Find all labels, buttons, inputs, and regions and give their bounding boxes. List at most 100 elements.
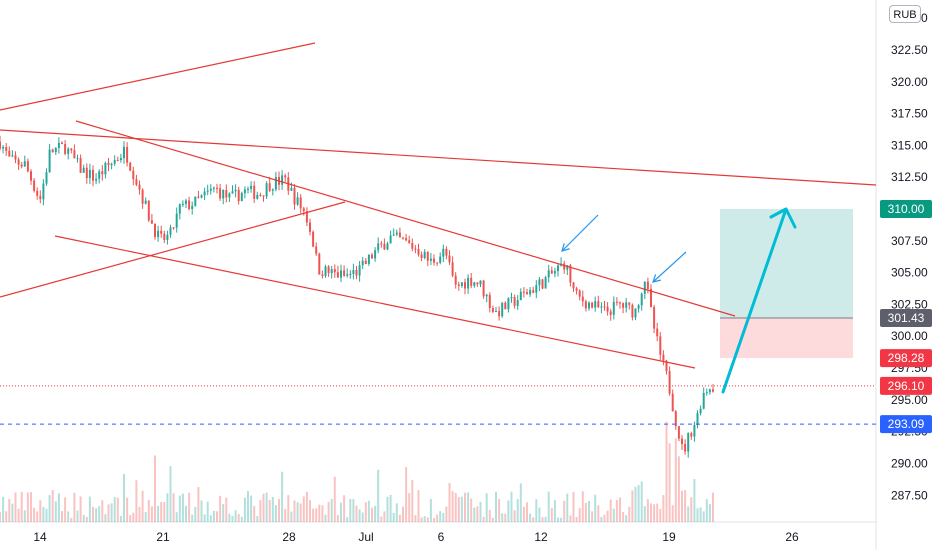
candle-body — [268, 183, 271, 191]
candle-body — [566, 265, 569, 270]
candle-body — [57, 142, 60, 148]
falling-channel-bottom — [54, 235, 696, 369]
candle-body — [343, 270, 346, 276]
volume-bar — [389, 494, 392, 522]
candle-body — [163, 233, 166, 240]
candle-body — [216, 187, 218, 189]
position-box — [720, 209, 853, 359]
volume-bar — [408, 493, 411, 522]
candle-body — [206, 190, 209, 192]
volume-bar — [395, 503, 398, 522]
candle-body — [433, 258, 435, 263]
volume-bar — [2, 496, 5, 522]
volume-bar — [622, 511, 625, 522]
volume-bar — [544, 516, 547, 522]
currency-label[interactable]: RUB — [889, 5, 921, 23]
volume-bar — [358, 509, 361, 522]
candle-body — [23, 161, 26, 167]
candle-body — [231, 191, 234, 194]
candle-body — [541, 279, 544, 289]
volume-bar — [619, 497, 621, 522]
candle-body — [150, 220, 153, 224]
volume-bar — [228, 513, 231, 522]
candle-body — [640, 293, 643, 306]
volume-bar — [309, 500, 311, 522]
volume-bar — [535, 499, 538, 522]
volume-bar — [656, 503, 659, 522]
candle-body — [516, 300, 519, 306]
candle-body — [64, 144, 67, 154]
candle-body — [253, 185, 256, 199]
candle-body — [671, 393, 674, 412]
trendlines — [0, 42, 877, 425]
volume-bar — [302, 496, 305, 522]
volume-bar — [643, 506, 646, 522]
volume-bar — [547, 491, 550, 522]
volume-bar — [343, 495, 346, 522]
candle-body — [76, 158, 79, 160]
candle-body — [513, 297, 516, 306]
volume-bar — [454, 492, 457, 522]
volume-bar — [473, 507, 476, 522]
candle-body — [178, 204, 181, 214]
candle-body — [45, 172, 48, 184]
y-tick-label: 312.50 — [891, 170, 928, 184]
candle-body — [358, 265, 361, 276]
candle-body — [212, 187, 215, 189]
candle-body — [544, 277, 547, 289]
candle-body — [188, 200, 191, 210]
candle-body — [30, 171, 32, 181]
volume-bar — [634, 487, 637, 522]
candle-body — [488, 294, 491, 308]
candle-body — [222, 189, 225, 199]
candle-body — [395, 232, 398, 235]
candle-body — [557, 265, 559, 272]
x-tick-label: 19 — [662, 530, 676, 544]
candle-body — [26, 161, 29, 172]
volume-bar — [104, 514, 107, 522]
candle-body — [383, 243, 386, 250]
candle-body — [705, 392, 708, 394]
price-badge — [880, 376, 932, 395]
y-tick-label: 320.00 — [891, 75, 928, 89]
candle-body — [510, 297, 513, 299]
candle-body — [615, 301, 618, 303]
y-tick-label: 305.00 — [891, 266, 928, 280]
volume-bar — [20, 491, 23, 522]
volume-bar — [219, 495, 222, 522]
price-badge — [880, 415, 932, 434]
candle-body — [681, 438, 683, 444]
candle-body — [79, 158, 82, 173]
candle-body — [324, 266, 327, 276]
volume-bar — [687, 506, 690, 522]
price-badge-label: 298.28 — [888, 351, 925, 365]
volume-bar — [119, 515, 122, 522]
volume-bar — [414, 515, 417, 522]
candle-body — [333, 269, 336, 273]
volume-bar — [445, 506, 448, 522]
candle-body — [563, 263, 566, 270]
y-tick-label: 300.00 — [891, 329, 928, 343]
candle-body — [315, 246, 318, 254]
candle-body — [8, 150, 11, 157]
volume-bar — [85, 516, 88, 522]
candle-body — [646, 281, 649, 289]
volume-bar — [293, 500, 296, 522]
volume-bar — [609, 499, 612, 522]
y-tick-label: 290.00 — [891, 456, 928, 470]
candle-body — [631, 304, 634, 318]
volume-bar — [352, 498, 355, 522]
candle-body — [634, 308, 637, 318]
volume-bar — [160, 501, 163, 522]
candle-body — [637, 305, 640, 309]
candles — [0, 135, 714, 458]
volume-bar — [510, 491, 513, 522]
candle-body — [501, 302, 504, 317]
volume-bar — [113, 496, 116, 522]
candle-body — [429, 258, 432, 261]
candle-body — [389, 235, 392, 244]
falling-channel-top — [75, 120, 736, 317]
volume-bar — [625, 515, 628, 522]
